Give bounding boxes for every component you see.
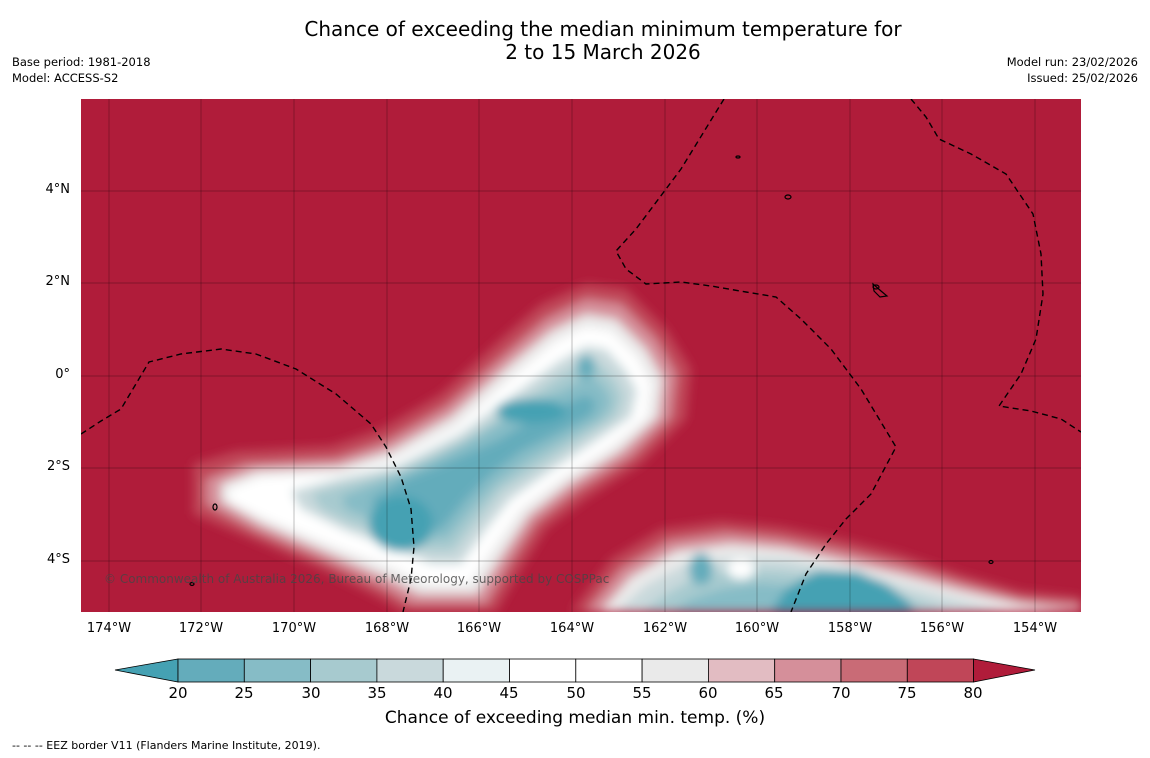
meta-left: Base period: 1981-2018 Model: ACCESS-S2 [12,54,151,86]
title-line-1: Chance of exceeding the median minimum t… [304,17,902,41]
y-tick-label: 2°N [45,274,71,289]
x-tick-label: 156°W [919,621,965,636]
colorbar-tick: 20 [168,684,188,702]
island [784,194,792,200]
colorbar-tick: 30 [301,684,321,702]
base-period: Base period: 1981-2018 [12,55,151,69]
probability-map [81,99,1081,612]
colorbar-tick: 70 [831,684,851,702]
x-tick-label: 168°W [364,621,410,636]
colorbar-tick: 75 [897,684,917,702]
x-tick-label: 174°W [86,621,132,636]
title-line-2: 2 to 15 March 2026 [505,40,701,64]
x-tick-label: 160°W [734,621,780,636]
island [872,284,880,290]
colorbar-segment [442,658,510,683]
copyright-notice: © Commonwealth of Australia 2026, Bureau… [104,572,610,586]
colorbar-extend-high [973,658,1036,683]
model-run: Model run: 23/02/2026 [1006,55,1138,69]
colorbar-segment [641,658,709,683]
probability-field [193,284,1081,612]
y-tick-label: 0° [55,367,70,382]
x-tick-label: 158°W [827,621,873,636]
colorbar-label: Chance of exceeding median min. temp. (%… [384,708,766,728]
islands [189,155,994,587]
colorbar-segment [708,658,776,683]
y-tick-label: 4°S [46,552,70,567]
colorbar-segment [509,658,577,683]
eez-footnote: -- -- -- EEZ border V11 (Flanders Marine… [12,739,321,752]
eez-border-east [910,99,1081,433]
colorbar-tick: 50 [566,684,586,702]
eez-border-west [81,348,415,612]
eez-border-north [615,99,897,612]
colorbar-segment [840,658,908,683]
island [872,282,889,298]
colorbar-extend-low [114,658,179,683]
x-tick-label: 172°W [178,621,224,636]
colorbar-segment [177,658,245,683]
colorbar-segment [376,658,444,683]
southern-anomaly [571,521,1081,612]
colorbar-segment [575,658,643,683]
y-tick-label: 4°N [45,182,71,197]
colorbar-tick: 60 [698,684,718,702]
colorbar-tick: 55 [632,684,652,702]
x-tick-label: 166°W [456,621,502,636]
colorbar-tick: 35 [367,684,387,702]
map-title: Chance of exceeding the median minimum t… [0,18,1150,64]
meta-right: Model run: 23/02/2026 Issued: 25/02/2026 [1007,54,1138,86]
x-tick-label: 164°W [549,621,595,636]
colorbar-tick: 40 [433,684,453,702]
colorbar-segment [243,658,312,683]
colorbar-tick: 45 [499,684,519,702]
island [212,503,218,511]
x-tick-label: 170°W [271,621,317,636]
colorbar-tick: 25 [234,684,254,702]
colorbar-segment [774,658,842,683]
colorbar-tick: 80 [963,684,983,702]
colorbar-segment [906,658,974,683]
island [988,559,994,565]
eez-borders [81,99,1081,612]
colorbar-tick: 65 [764,684,784,702]
issued-date: Issued: 25/02/2026 [1027,71,1138,85]
colorbar [114,658,1036,683]
island [189,581,195,587]
colorbar-segment [310,658,378,683]
island [735,155,741,159]
model-name: Model: ACCESS-S2 [12,71,119,85]
x-tick-label: 162°W [642,621,688,636]
x-tick-label: 154°W [1012,621,1058,636]
central-anomaly [193,284,691,612]
y-tick-label: 2°S [46,459,70,474]
graticule [81,99,1081,612]
